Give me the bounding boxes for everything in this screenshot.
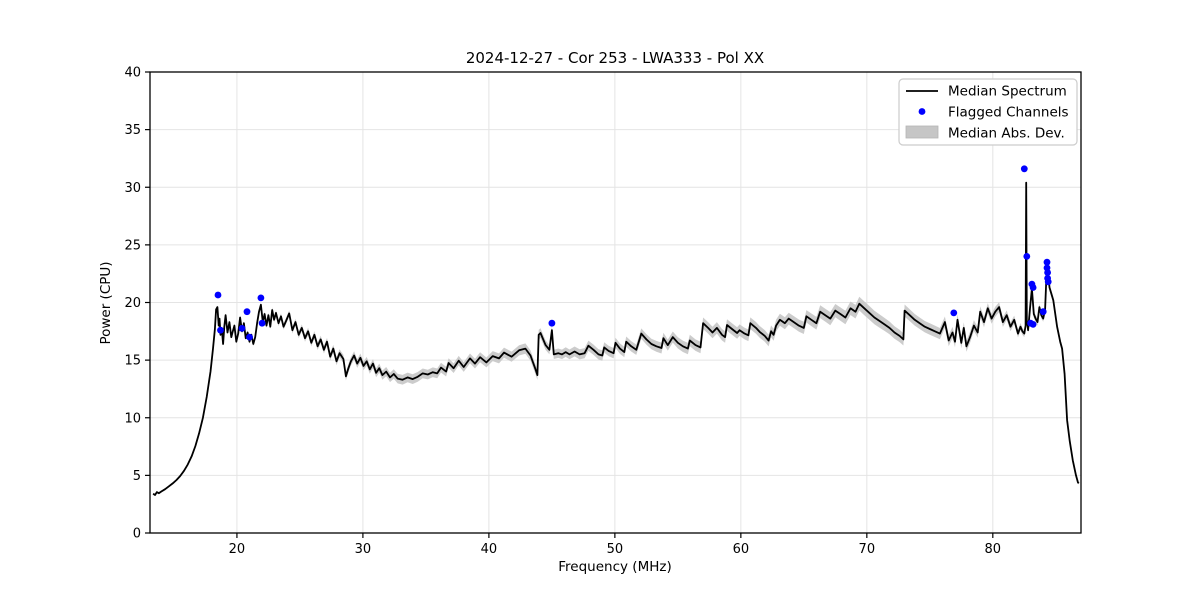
flagged-channel-dot <box>548 319 556 327</box>
y-tick-label: 0 <box>133 527 141 542</box>
y-tick-label: 5 <box>133 469 141 484</box>
flagged-channel-dot <box>1044 269 1051 276</box>
x-tick-label: 50 <box>607 542 624 557</box>
grid-lines <box>150 71 1081 534</box>
y-tick-label: 30 <box>124 181 141 196</box>
flagged-channel-dot <box>1043 258 1051 266</box>
flagged-channel-dot <box>257 294 265 302</box>
x-tick-label: 20 <box>229 542 246 557</box>
y-tick-label: 20 <box>124 296 141 311</box>
flagged-channel-dot <box>1020 165 1028 173</box>
y-tick-label: 10 <box>124 411 141 426</box>
y-axis-label: Power (CPU) <box>98 261 114 344</box>
flagged-channel-dot <box>1023 253 1031 260</box>
y-tick-label: 25 <box>124 238 141 253</box>
legend-patch-sample <box>905 125 939 139</box>
flagged-channel-dot <box>217 326 224 334</box>
legend-box <box>898 78 1078 146</box>
x-tick-label: 60 <box>733 542 750 557</box>
y-tick-label: 40 <box>124 66 141 81</box>
x-tick-label: 80 <box>985 542 1002 557</box>
y-tick-label: 35 <box>124 123 141 138</box>
median-spectrum-line <box>152 181 1080 496</box>
axis-ticks: 20 30 40 50 60 70 80 0 5 10 15 20 25 30 35 40 <box>124 66 1001 558</box>
flagged-channel-dot <box>1029 321 1037 328</box>
y-tick-label: 15 <box>124 354 141 369</box>
legend-label-median-spectrum: Median Spectrum <box>948 84 1067 100</box>
flagged-channel-dot <box>258 319 266 327</box>
x-tick-label: 40 <box>481 542 498 557</box>
flagged-channel-dot <box>214 291 222 299</box>
plot-frame <box>149 71 1082 534</box>
flagged-channel-markers <box>214 165 1052 341</box>
chart-title: 2024-12-27 - Cor 253 - LWA333 - Pol XX <box>466 49 764 67</box>
x-tick-label: 70 <box>859 542 876 557</box>
legend-marker-sample <box>918 108 926 115</box>
legend-label-median-abs-dev: Median Abs. Dev. <box>948 126 1065 142</box>
flagged-channel-dot <box>1044 278 1052 286</box>
mad-band-polygon <box>153 180 1079 496</box>
flagged-channel-dot <box>1039 308 1047 316</box>
x-axis-label: Frequency (MHz) <box>558 559 671 575</box>
flagged-channel-dot <box>950 309 958 317</box>
x-tick-label: 30 <box>355 542 372 557</box>
legend: Median Spectrum Flagged Channels Median … <box>898 78 1078 146</box>
legend-label-flagged-channels: Flagged Channels <box>948 105 1069 121</box>
median-spectrum-path <box>152 181 1080 496</box>
flagged-channel-dot <box>1029 284 1037 291</box>
flagged-channel-dot <box>246 333 253 341</box>
flagged-channel-dot <box>238 325 246 332</box>
mad-band <box>153 180 1079 496</box>
flagged-channel-dot <box>243 308 251 316</box>
